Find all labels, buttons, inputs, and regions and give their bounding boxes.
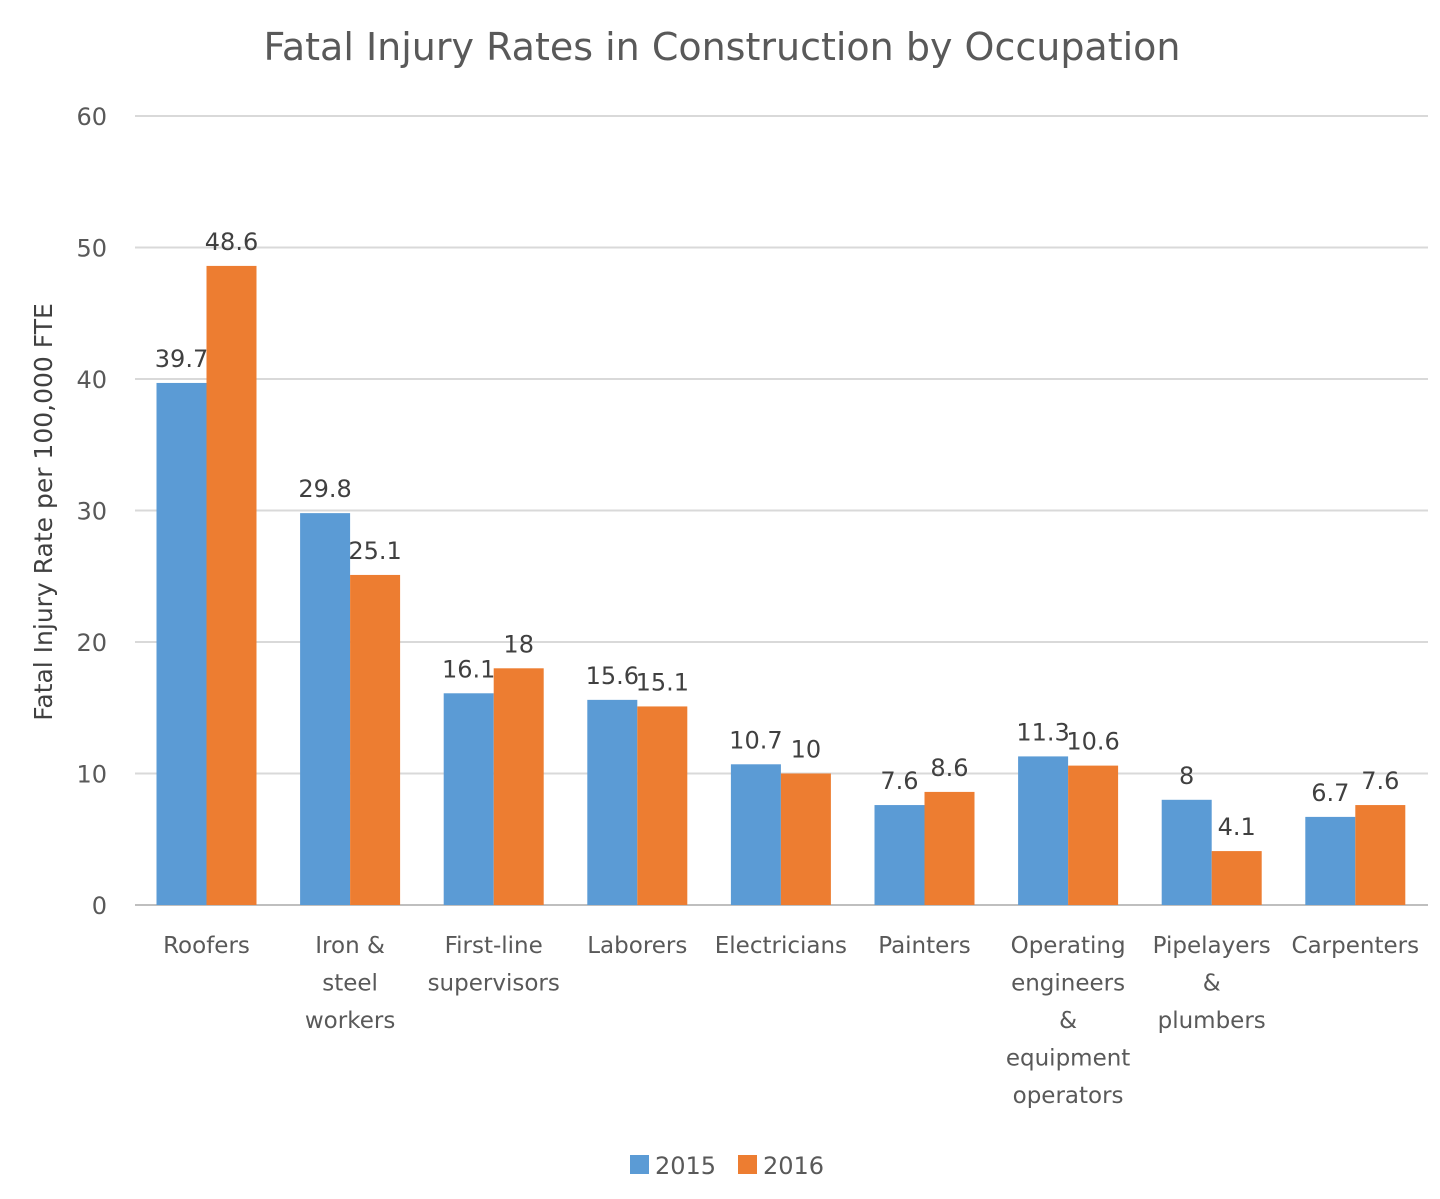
data-label-2016: 7.6 [1361, 767, 1399, 795]
category-label: Electricians [715, 933, 847, 959]
legend-swatch-2015 [630, 1155, 649, 1174]
category-label-line: Roofers [163, 933, 250, 959]
legend: 2015 2016 [630, 1152, 824, 1180]
y-tick-label: 60 [76, 103, 107, 131]
category-label-line: Operating [1011, 933, 1126, 959]
bar-2015 [443, 693, 494, 905]
bar-2016 [493, 668, 544, 905]
category-label-line: equipment [1006, 1046, 1130, 1072]
category-label-line: steel [322, 971, 378, 997]
category-label-line: First-line [445, 933, 543, 959]
data-label-2015: 7.6 [880, 767, 918, 795]
category-label: Carpenters [1292, 933, 1420, 959]
category-label: Iron & steel workers [305, 933, 395, 1034]
data-label-2015: 29.8 [298, 475, 351, 503]
y-axis-ticks: 0 10 20 30 40 50 60 [76, 103, 107, 920]
category-label-line: Iron & [315, 933, 385, 959]
data-label-2016: 48.6 [205, 228, 258, 256]
y-tick-label: 10 [76, 761, 107, 789]
data-label-2015: 10.7 [729, 726, 782, 754]
category-label-line: plumbers [1158, 1008, 1266, 1034]
bar-2016 [780, 773, 831, 905]
data-label-2016: 10 [791, 736, 822, 764]
data-label-2016: 25.1 [348, 537, 401, 565]
category-label-line: & [1059, 1008, 1077, 1034]
bar-2016 [1355, 805, 1406, 905]
y-tick-label: 50 [76, 235, 107, 263]
bar-2015 [156, 382, 207, 905]
data-label-2015: 16.1 [442, 655, 495, 683]
bar-2015 [1161, 799, 1212, 905]
data-label-2015: 6.7 [1311, 779, 1349, 807]
x-axis-categories: Roofers Iron & steel workers First-line super… [163, 933, 1419, 1109]
bar-2016 [1068, 765, 1119, 905]
data-label-2016: 15.1 [636, 668, 689, 696]
bar-2016 [924, 791, 975, 905]
bar-2015 [1018, 756, 1069, 905]
category-label: Laborers [587, 933, 687, 959]
category-label-line: engineers [1011, 971, 1125, 997]
y-tick-label: 40 [76, 366, 107, 394]
bar-2016 [206, 265, 257, 905]
bar-2015 [1305, 816, 1356, 905]
bar-2015 [300, 513, 351, 905]
data-label-2015: 11.3 [1016, 718, 1069, 746]
category-label: Pipelayers & plumbers [1153, 933, 1271, 1034]
bars [156, 265, 1406, 905]
y-axis-title: Fatal Injury Rate per 100,000 FTE [29, 303, 58, 721]
data-labels: 39.7 48.6 29.8 25.1 16.1 18 15.615.1 10.7 10 7.6 8… [155, 228, 1400, 841]
bar-2015 [874, 805, 925, 905]
y-tick-label: 30 [76, 498, 107, 526]
category-label-line: operators [1013, 1083, 1124, 1109]
data-label-2015: 8 [1179, 762, 1194, 790]
data-label-2016: 18 [503, 630, 534, 658]
legend-label-2015: 2015 [655, 1152, 716, 1180]
data-label-2016: 8.6 [930, 754, 968, 782]
category-label: Roofers [163, 933, 250, 959]
category-label-line: Electricians [715, 933, 847, 959]
category-label-line: & [1203, 971, 1221, 997]
category-label-line: supervisors [428, 971, 560, 997]
bar-2015 [730, 764, 781, 905]
legend-swatch-2016 [738, 1155, 757, 1174]
category-label: First-line supervisors [428, 933, 560, 997]
legend-label-2016: 2016 [763, 1152, 824, 1180]
bar-2016 [350, 574, 401, 905]
bar-2016 [1211, 851, 1262, 905]
data-label-2016: 10.6 [1066, 728, 1119, 756]
data-label-2016: 4.1 [1218, 813, 1256, 841]
bar-2016 [637, 706, 688, 905]
category-label-line: Carpenters [1292, 933, 1420, 959]
chart-title: Fatal Injury Rates in Construction by Oc… [263, 25, 1180, 69]
data-label-2015: 39.7 [155, 345, 208, 373]
category-label: Operating engineers & equipment operators [1006, 933, 1130, 1109]
category-label-line: workers [305, 1008, 395, 1034]
y-tick-label: 20 [76, 629, 107, 657]
y-tick-label: 0 [92, 892, 107, 920]
category-label-line: Pipelayers [1153, 933, 1271, 959]
data-label-2015: 15.6 [586, 662, 639, 690]
bar-2015 [587, 699, 638, 905]
category-label-line: Laborers [587, 933, 687, 959]
category-label-line: Painters [878, 933, 971, 959]
category-label: Painters [878, 933, 971, 959]
